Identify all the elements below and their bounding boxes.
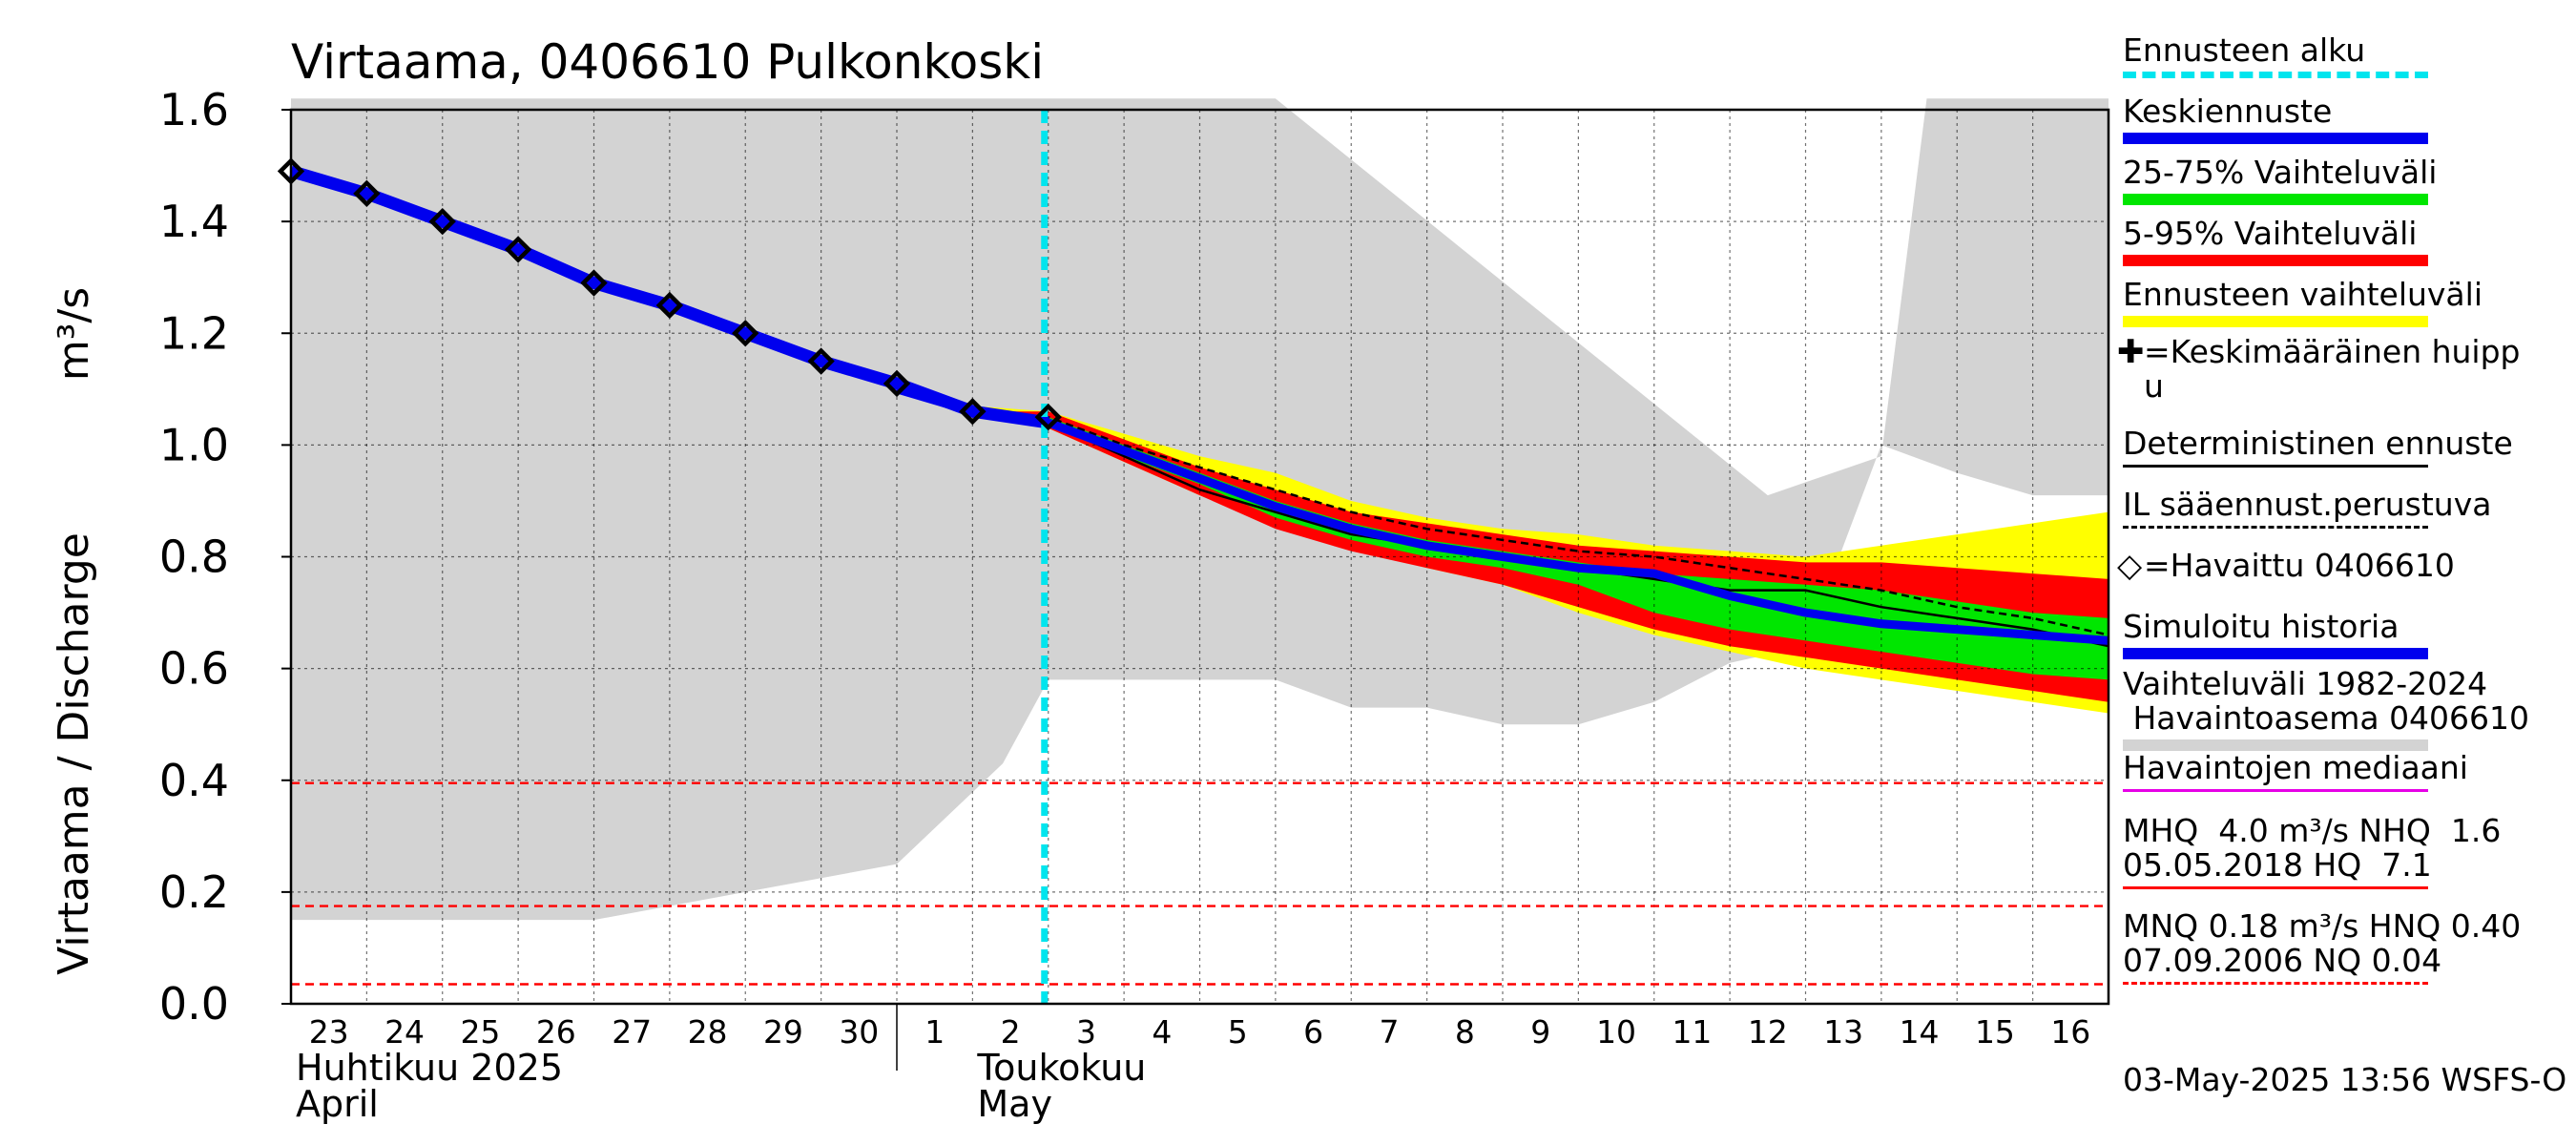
- x-tick-label: 8: [1455, 1013, 1475, 1051]
- legend-item: Havaintojen mediaani: [2123, 749, 2571, 792]
- legend-label: MNQ 0.18 m³/s HNQ 0.40 07.09.2006 NQ 0.0…: [2123, 907, 2522, 979]
- legend-label: Vaihteluväli 1982-2024 Havaintoasema 040…: [2123, 665, 2530, 737]
- legend-label: =Havaittu 0406610: [2144, 547, 2455, 584]
- y-axis-label: Virtaama / Discharge: [50, 532, 98, 975]
- legend-label: 25-75% Vaihteluväli: [2123, 154, 2438, 191]
- legend-item: =Havaittu 0406610 ◇: [2117, 547, 2571, 584]
- legend-label: 5-95% Vaihteluväli: [2123, 215, 2418, 252]
- legend-item: =Keskimääräinen huipp u ✚: [2117, 333, 2571, 405]
- legend-label: Simuloitu historia: [2123, 608, 2399, 645]
- x-tick-label: 24: [384, 1013, 425, 1051]
- legend-label: Deterministinen ennuste: [2123, 425, 2513, 462]
- legend-item: Simuloitu historia: [2123, 608, 2571, 659]
- x-tick-label: 27: [612, 1013, 652, 1051]
- il-forecast-line: [896, 387, 2109, 636]
- month-label-en: May: [977, 1083, 1052, 1125]
- legend-item: IL sääennust.perustuva: [2123, 486, 2571, 529]
- y-tick-label: 0.2: [159, 866, 229, 918]
- legend-item: MNQ 0.18 m³/s HNQ 0.40 07.09.2006 NQ 0.0…: [2123, 907, 2571, 985]
- legend-label: MHQ 4.0 m³/s NHQ 1.6 05.05.2018 HQ 7.1: [2123, 812, 2502, 884]
- mean-forecast-line: [895, 385, 2109, 645]
- x-tick-label: 3: [1076, 1013, 1096, 1051]
- x-tick-label: 15: [1975, 1013, 2015, 1051]
- legend-item: 5-95% Vaihteluväli: [2123, 215, 2571, 266]
- x-tick-label: 26: [536, 1013, 576, 1051]
- legend-item: Deterministinen ennuste: [2123, 425, 2571, 468]
- x-tick-label: 1: [924, 1013, 945, 1051]
- legend-swatch: [2123, 72, 2428, 84]
- legend-item: Ennusteen alku: [2123, 31, 2571, 78]
- x-tick-label: 13: [1823, 1013, 1863, 1051]
- y-tick-label: 0.6: [159, 643, 229, 695]
- chart-title: Virtaama, 0406610 Pulkonkoski: [291, 34, 1044, 90]
- legend-swatch: [2123, 316, 2428, 327]
- y-tick-label: 1.4: [159, 196, 229, 247]
- legend-swatch: [2123, 255, 2428, 266]
- x-tick-label: 16: [2050, 1013, 2090, 1051]
- x-tick-label: 30: [839, 1013, 879, 1051]
- legend-label: Ennusteen vaihteluväli: [2123, 276, 2483, 313]
- legend-swatch: [2123, 648, 2428, 659]
- x-tick-label: 25: [460, 1013, 500, 1051]
- y-axis-unit: m³/s: [50, 287, 98, 381]
- month-label-fi: Toukokuu: [976, 1047, 1146, 1089]
- observed-point: [504, 236, 532, 263]
- observed-point: [807, 347, 835, 375]
- legend-item: 25-75% Vaihteluväli: [2123, 154, 2571, 205]
- plot-area: [277, 98, 2110, 1006]
- observed-point: [428, 207, 456, 236]
- legend-swatch: [2123, 133, 2428, 144]
- plus-icon: ✚: [2117, 333, 2145, 371]
- legend-item: Keskiennuste: [2123, 93, 2571, 144]
- y-tick-label: 1.6: [159, 84, 229, 135]
- y-tick-label: 1.0: [159, 419, 229, 470]
- legend-swatch: [2123, 465, 2428, 468]
- y-tick-label: 0.4: [159, 755, 229, 806]
- x-tick-label: 6: [1303, 1013, 1323, 1051]
- month-label-fi: Huhtikuu 2025: [296, 1047, 563, 1089]
- observed-point: [959, 398, 987, 426]
- observed-point: [883, 369, 911, 398]
- legend-label: IL sääennust.perustuva: [2123, 486, 2492, 523]
- legend-swatch: [2123, 739, 2428, 751]
- simulated-history-line: [289, 165, 1049, 429]
- legend-item: MHQ 4.0 m³/s NHQ 1.6 05.05.2018 HQ 7.1: [2123, 812, 2571, 889]
- x-tick-label: 9: [1530, 1013, 1550, 1051]
- x-tick-label: 11: [1672, 1013, 1712, 1051]
- observed-point: [655, 291, 684, 320]
- legend-swatch: [2123, 194, 2428, 205]
- observed-point: [580, 269, 608, 297]
- month-label-en: April: [296, 1083, 379, 1125]
- y-tick-label: 1.2: [159, 307, 229, 359]
- footer-timestamp: 03-May-2025 13:56 WSFS-O: [2123, 1061, 2567, 1098]
- diamond-icon: ◇: [2117, 547, 2143, 585]
- legend-swatch: [2123, 982, 2428, 985]
- legend-swatch: [2123, 886, 2428, 889]
- x-tick-label: 28: [688, 1013, 728, 1051]
- legend-item: Vaihteluväli 1982-2024 Havaintoasema 040…: [2123, 665, 2571, 751]
- x-tick-label: 5: [1228, 1013, 1248, 1051]
- band-25-75: [897, 388, 2109, 680]
- y-tick-label: 0.8: [159, 531, 229, 583]
- x-tick-label: 10: [1596, 1013, 1636, 1051]
- observed-point: [732, 320, 759, 347]
- observed-point: [1034, 403, 1062, 431]
- legend-label: Keskiennuste: [2123, 93, 2333, 130]
- legend-item: Ennusteen vaihteluväli: [2123, 276, 2571, 327]
- y-tick-label: 0.0: [159, 978, 229, 1030]
- x-tick-label: 7: [1379, 1013, 1399, 1051]
- x-tick-label: 2: [1001, 1013, 1021, 1051]
- x-tick-label: 4: [1152, 1013, 1172, 1051]
- x-tick-label: 12: [1748, 1013, 1788, 1051]
- legend-label: Ennusteen alku: [2123, 31, 2366, 69]
- legend-swatch: [2123, 789, 2428, 792]
- x-tick-label: 14: [1900, 1013, 1940, 1051]
- legend-label: Havaintojen mediaani: [2123, 749, 2468, 786]
- legend-label: =Keskimääräinen huipp u: [2144, 333, 2521, 405]
- legend-swatch: [2123, 526, 2428, 529]
- x-tick-label: 23: [309, 1013, 349, 1051]
- x-tick-label: 29: [763, 1013, 803, 1051]
- observed-point: [353, 179, 381, 208]
